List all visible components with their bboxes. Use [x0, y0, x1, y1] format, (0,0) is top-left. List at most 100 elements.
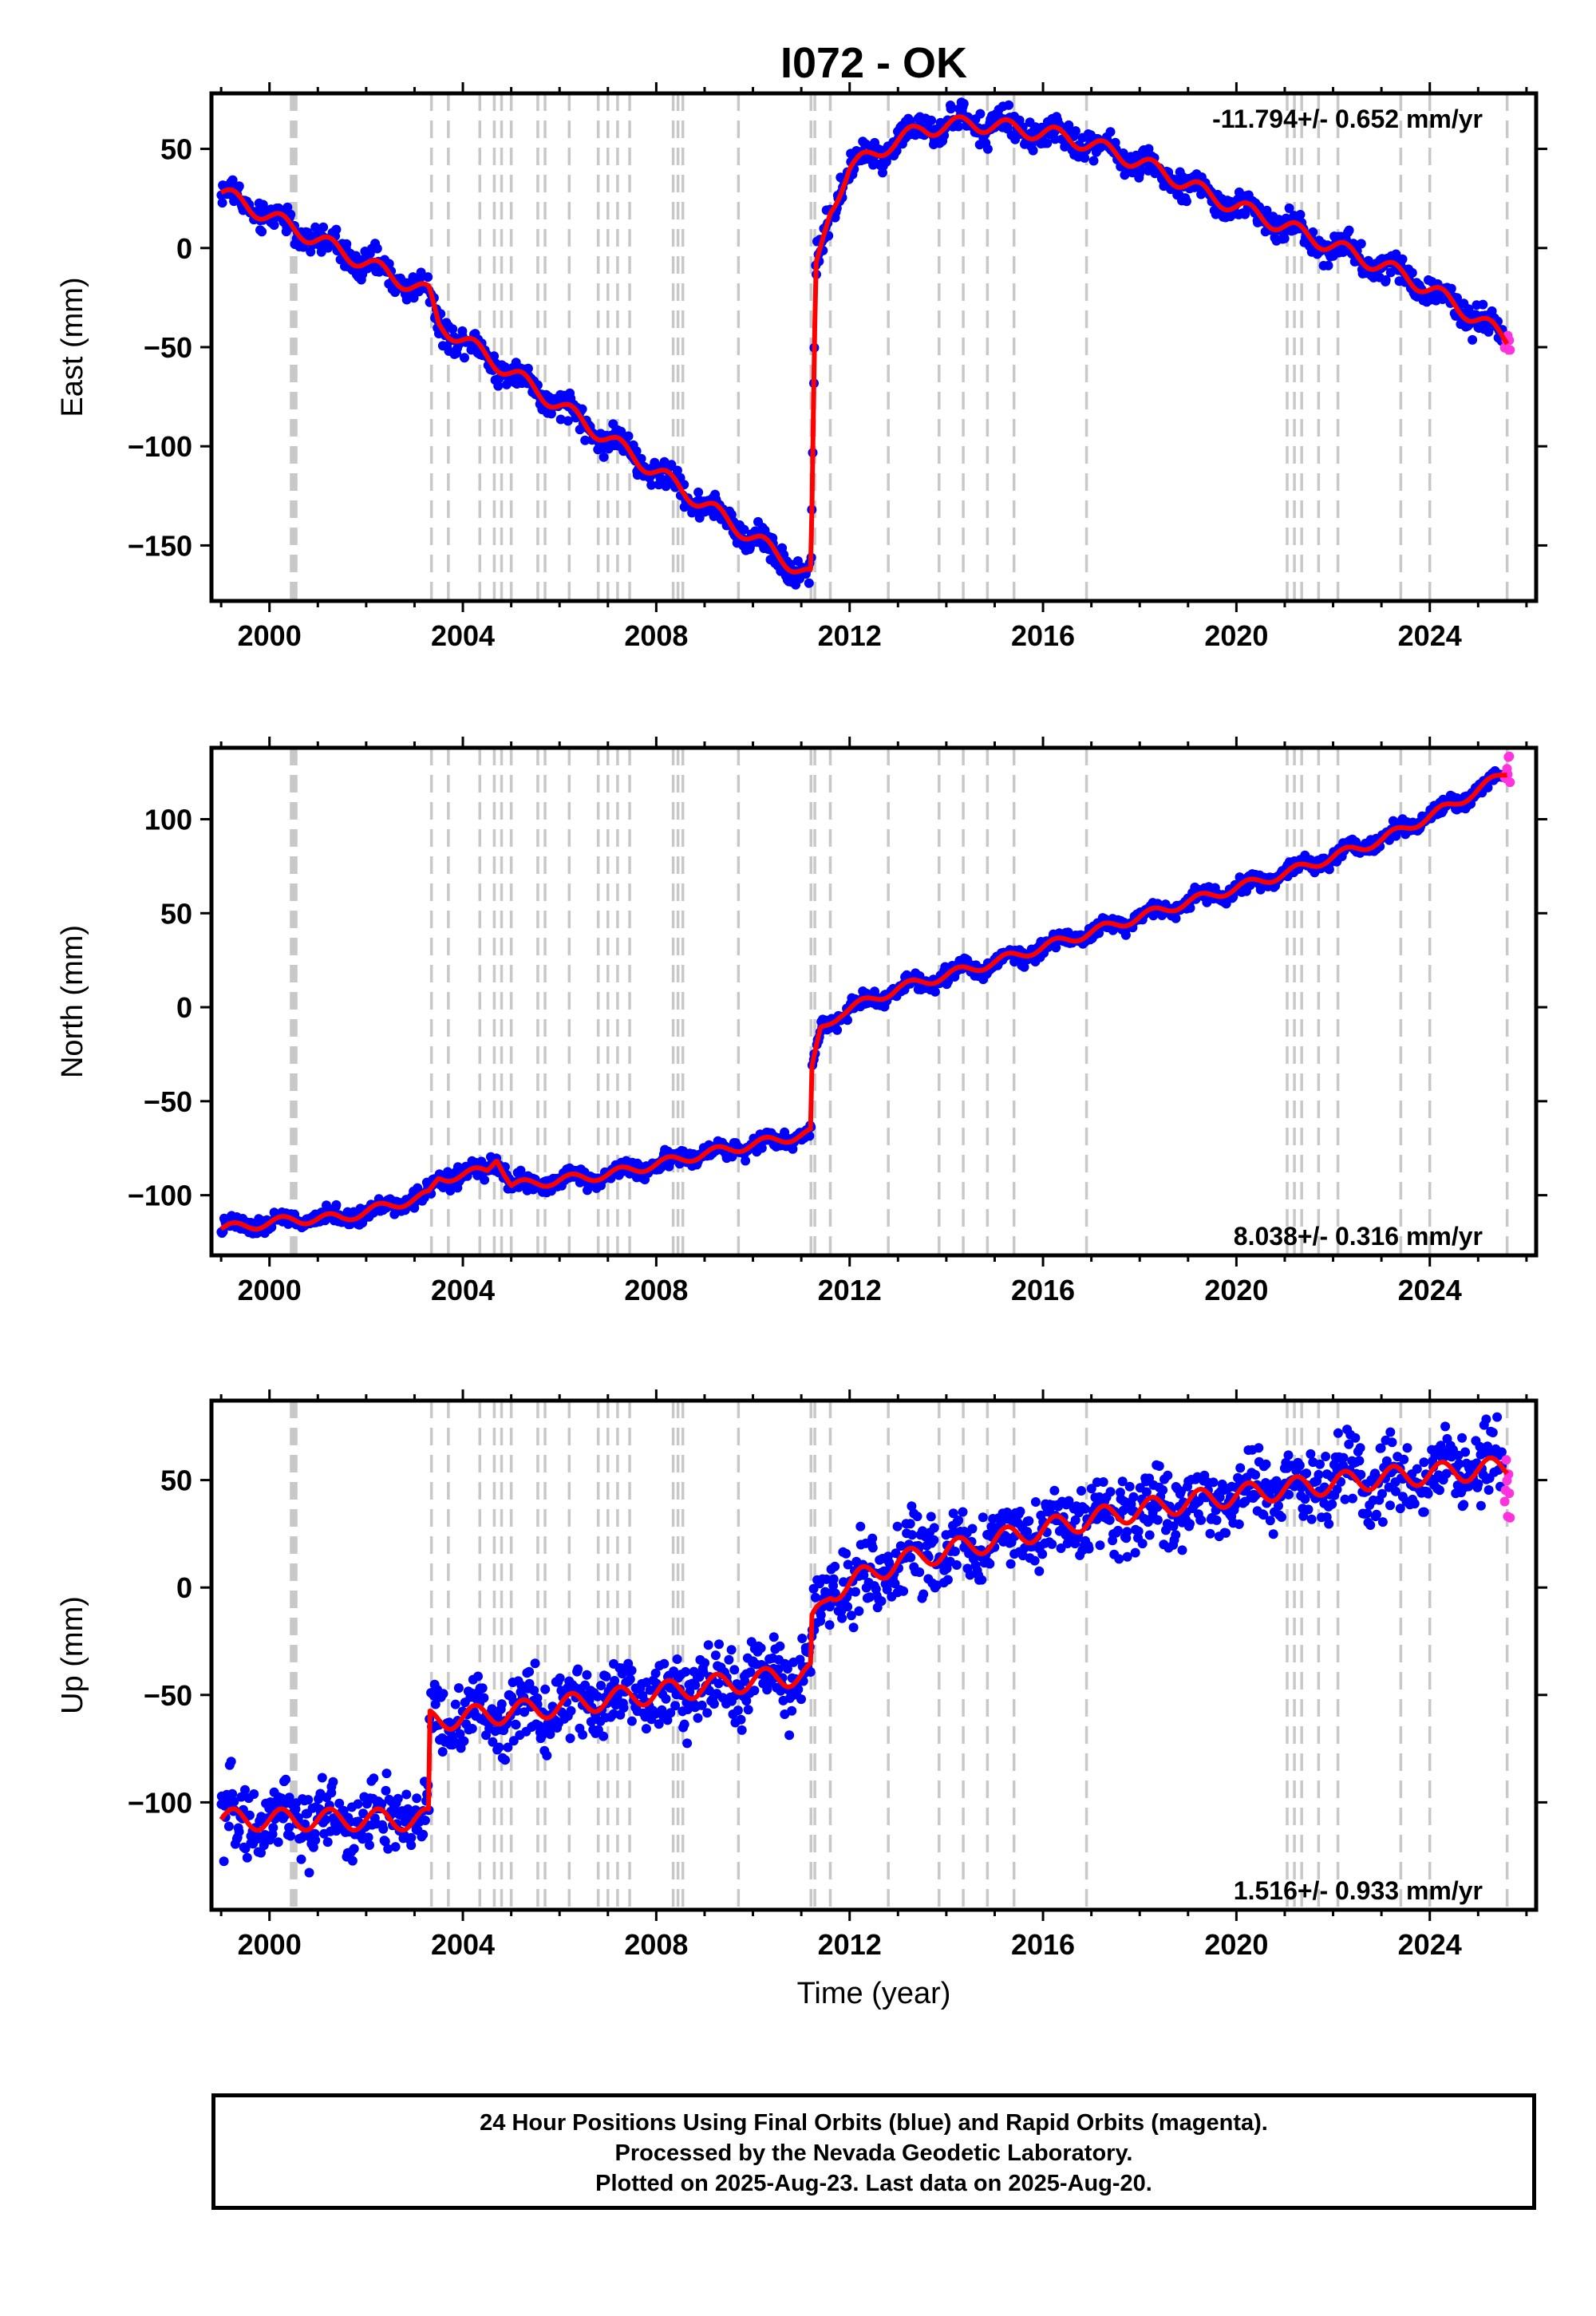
data-point: [1113, 1525, 1124, 1535]
data-point: [804, 578, 814, 588]
up-model-line: [219, 1455, 1509, 1833]
data-point: [740, 1676, 750, 1686]
data-point: [756, 1643, 766, 1654]
data-point: [227, 175, 238, 185]
data-point: [242, 1852, 252, 1863]
data-point: [958, 98, 969, 109]
data-point: [1128, 1492, 1139, 1502]
data-point: [828, 1574, 839, 1584]
data-point: [335, 255, 346, 265]
data-point: [670, 1701, 681, 1711]
data-point: [854, 1606, 864, 1616]
data-point: [377, 1799, 387, 1809]
data-point: [529, 1686, 539, 1696]
data-point: [882, 1584, 892, 1595]
data-point: [1105, 127, 1116, 137]
data-point: [693, 487, 704, 497]
x-tick-label: 2004: [431, 1928, 495, 1961]
data-point: [954, 1516, 964, 1525]
data-point: [240, 1784, 250, 1795]
data-point: [308, 1842, 318, 1852]
data-point: [1049, 1485, 1060, 1496]
data-point: [737, 1725, 747, 1735]
rapid-point: [1499, 1496, 1510, 1507]
data-point: [542, 1750, 552, 1761]
data-point: [1158, 1485, 1168, 1496]
data-point: [1265, 1516, 1275, 1526]
east-panel: 2000 2004 2008 2012 2016 2020 2024 50 0 −50 −100 −1…: [56, 82, 1547, 652]
data-point: [1024, 1516, 1034, 1526]
data-point: [1284, 203, 1294, 213]
x-tick-label: 2020: [1204, 1274, 1268, 1306]
x-tick-label: 2024: [1398, 1928, 1462, 1961]
data-point: [967, 1524, 978, 1534]
data-point: [1457, 1433, 1468, 1443]
data-point: [1050, 134, 1061, 144]
data-point: [1407, 267, 1417, 278]
y-tick-label: 0: [176, 1571, 192, 1604]
data-point: [473, 1671, 483, 1682]
data-point: [690, 1680, 701, 1690]
data-point: [757, 1143, 767, 1153]
data-point: [487, 1704, 497, 1714]
data-point: [1088, 156, 1099, 166]
data-point: [334, 1798, 345, 1808]
data-point: [1205, 1528, 1215, 1539]
data-point: [580, 435, 591, 445]
east-model-line: [219, 114, 1510, 575]
data-point: [1105, 1487, 1116, 1497]
data-point: [907, 1530, 917, 1540]
data-point: [625, 1674, 635, 1685]
data-point: [1015, 1506, 1025, 1516]
data-point: [524, 1666, 535, 1677]
data-point: [915, 1567, 925, 1577]
data-point: [659, 1658, 670, 1669]
data-point: [636, 453, 646, 464]
data-point: [929, 1523, 939, 1533]
data-point: [310, 1835, 321, 1845]
data-point: [217, 198, 227, 208]
data-point: [846, 1611, 856, 1621]
data-point: [1130, 1547, 1140, 1558]
data-point: [736, 1714, 746, 1725]
data-point: [946, 102, 957, 113]
data-point: [1133, 1526, 1144, 1536]
data-point: [1315, 1459, 1325, 1469]
data-point: [369, 1773, 379, 1784]
data-point: [378, 1824, 389, 1834]
data-point: [1323, 260, 1333, 271]
data-point: [524, 1678, 535, 1689]
data-point: [390, 1842, 401, 1852]
data-point: [899, 1586, 909, 1596]
data-point: [780, 1709, 790, 1719]
data-point: [641, 1724, 651, 1734]
data-point: [907, 1501, 917, 1512]
caption-line-2: Processed by the Nevada Geodetic Laborat…: [614, 2140, 1133, 2166]
data-point: [1120, 170, 1130, 180]
data-point: [1028, 145, 1038, 156]
rapid-point: [1505, 1512, 1515, 1523]
data-point: [1314, 1469, 1324, 1480]
data-point: [867, 1543, 878, 1553]
data-point: [1362, 1508, 1373, 1519]
data-point: [477, 1683, 488, 1694]
data-point: [985, 1559, 995, 1569]
data-point: [1254, 1443, 1264, 1453]
data-point: [229, 1796, 239, 1807]
data-point: [775, 1641, 785, 1651]
data-point: [1185, 1519, 1195, 1529]
data-point: [951, 1560, 962, 1570]
data-point: [672, 1654, 682, 1664]
data-point: [596, 1681, 606, 1690]
data-point: [714, 1639, 724, 1650]
data-point: [1397, 254, 1408, 264]
data-point: [666, 1708, 676, 1718]
data-point: [381, 1785, 391, 1796]
data-point: [977, 1575, 987, 1585]
data-point: [365, 1840, 374, 1850]
data-point: [1409, 1499, 1420, 1509]
data-point: [1487, 1428, 1498, 1437]
data-point: [226, 1757, 236, 1767]
data-point: [843, 1602, 853, 1612]
